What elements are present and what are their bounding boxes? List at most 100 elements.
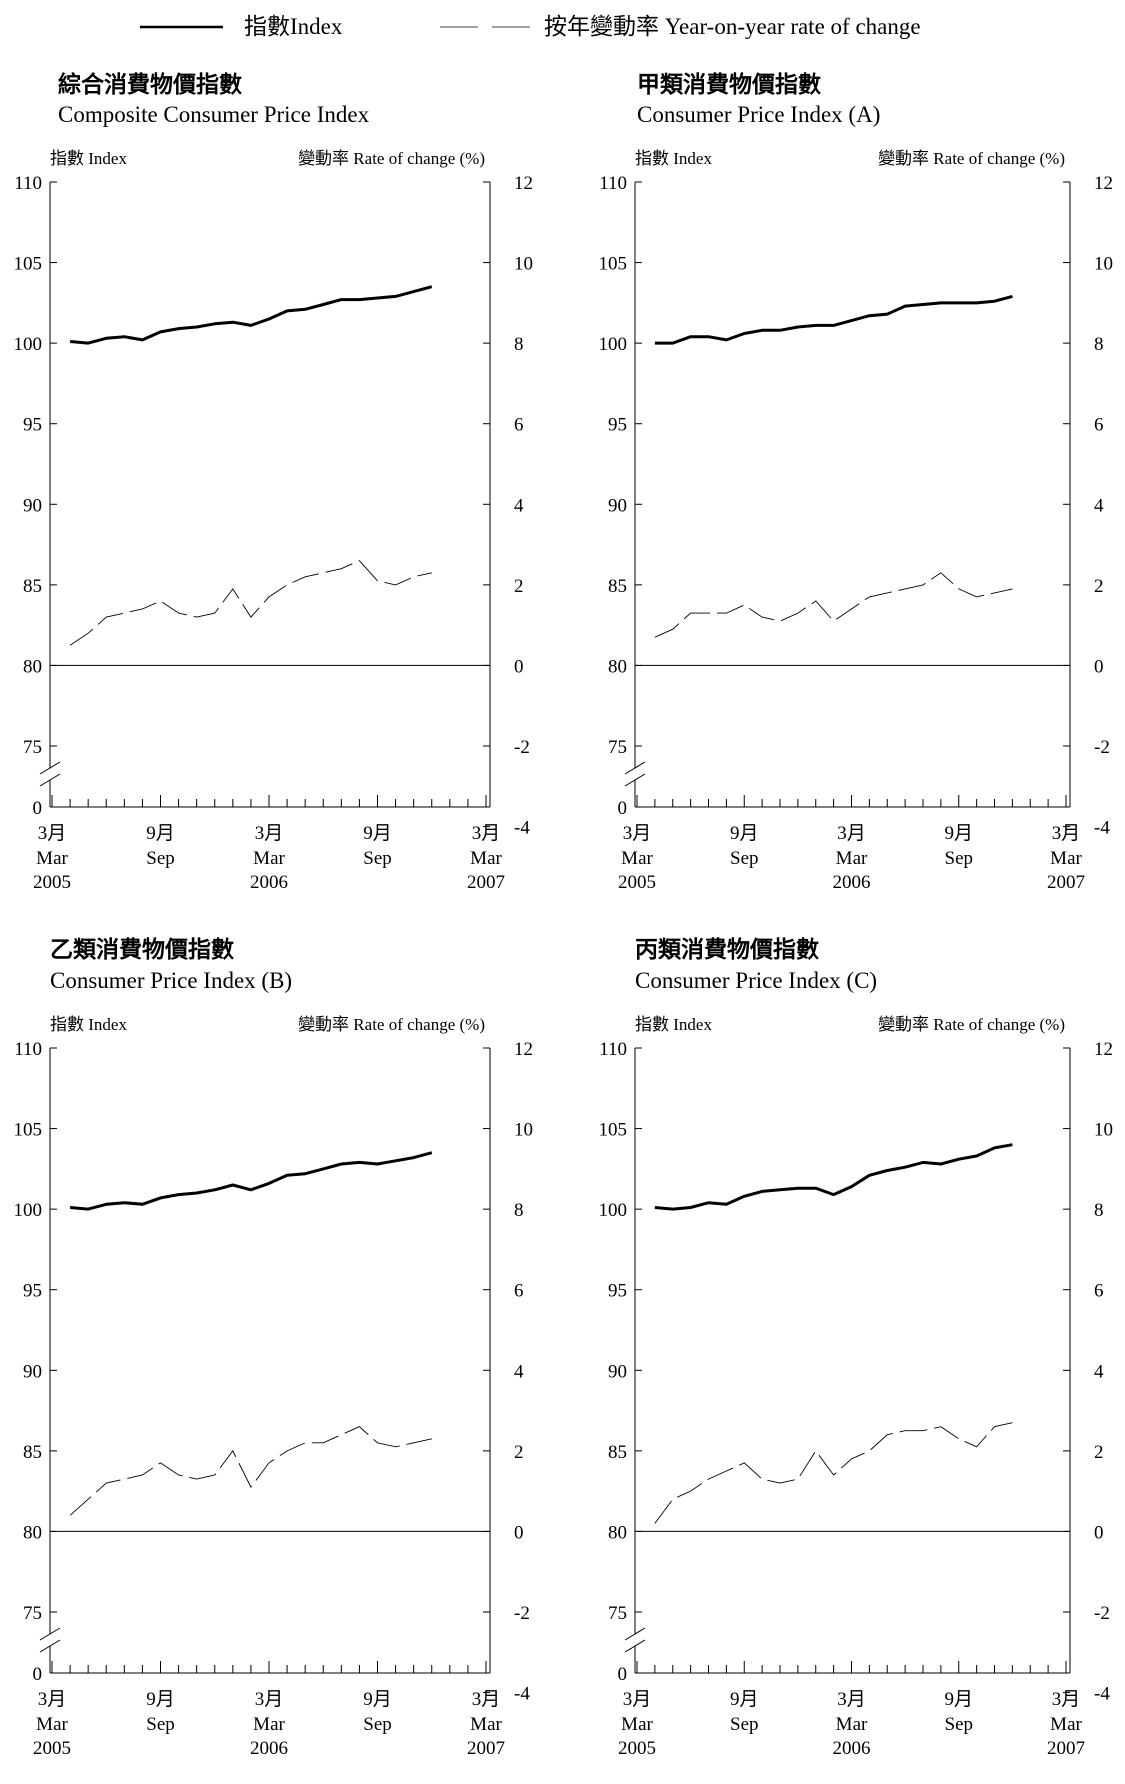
- x-tick-label-year: 2005: [618, 1738, 656, 1759]
- x-tick-label-zh: 3月: [837, 1689, 866, 1710]
- left-tick-label: 100: [14, 334, 43, 355]
- right-tick-label: 2: [514, 576, 524, 597]
- right-axis-header: 變動率 Rate of change (%): [298, 149, 485, 168]
- left-tick-label: 90: [608, 1361, 627, 1382]
- left-tick-label: 85: [23, 576, 42, 597]
- x-tick-label-year: 2006: [833, 872, 871, 893]
- x-tick-label-year: 2006: [250, 1738, 288, 1759]
- left-tick-label: 95: [608, 1281, 627, 1302]
- x-tick-label-zh: 3月: [837, 823, 866, 844]
- left-tick-label: 90: [23, 495, 42, 516]
- x-tick-label-en: Mar: [621, 848, 653, 869]
- x-tick-label-zh: 3月: [38, 1689, 67, 1710]
- x-tick-label-zh: 9月: [363, 823, 392, 844]
- right-tick-label: 2: [1094, 1442, 1104, 1463]
- x-tick-label-zh: 9月: [146, 823, 175, 844]
- left-tick-label: 110: [599, 173, 627, 194]
- right-tick-label: -4: [514, 1684, 530, 1705]
- chart-subtitle: Composite Consumer Price Index: [58, 102, 370, 127]
- right-tick-label: 12: [1094, 173, 1113, 194]
- x-tick-label-year: 2007: [467, 1738, 505, 1759]
- x-tick-label-en: Sep: [730, 1714, 759, 1735]
- x-tick-label-en: Sep: [730, 848, 759, 869]
- x-tick-label-en: Mar: [253, 848, 285, 869]
- right-tick-label: 0: [1094, 656, 1104, 677]
- right-tick-label: 0: [514, 656, 524, 677]
- left-tick-label: 95: [608, 415, 627, 436]
- left-tick-label: 0: [618, 798, 628, 819]
- chart-panel-3: 乙類消費物價指數 Consumer Price Index (B) 指數 Index…: [14, 936, 534, 1759]
- left-tick-label: 80: [608, 656, 627, 677]
- right-tick-label: 12: [514, 1039, 533, 1060]
- right-tick-label: 8: [1094, 334, 1104, 355]
- x-tick-label-en: Sep: [146, 848, 175, 869]
- left-tick-label: 100: [14, 1200, 43, 1221]
- x-tick-label-zh: 9月: [730, 823, 759, 844]
- x-tick-label-en: Mar: [253, 1714, 285, 1735]
- right-tick-label: 6: [1094, 415, 1104, 436]
- left-tick-label: 75: [608, 1603, 627, 1624]
- right-tick-label: 2: [514, 1442, 524, 1463]
- x-tick-label-en: Mar: [470, 848, 502, 869]
- x-tick-label-en: Mar: [1050, 1714, 1082, 1735]
- x-tick-label-zh: 3月: [472, 1689, 501, 1710]
- right-tick-label: 4: [514, 1361, 524, 1382]
- left-tick-label: 0: [618, 1664, 628, 1685]
- left-tick-label: 105: [599, 254, 628, 275]
- left-tick-label: 75: [23, 737, 42, 758]
- x-tick-label-year: 2006: [833, 1738, 871, 1759]
- right-tick-label: 10: [514, 1120, 533, 1141]
- left-tick-label: 80: [23, 1522, 42, 1543]
- axis-break-mark: [624, 773, 646, 787]
- left-tick-label: 90: [23, 1361, 42, 1382]
- left-tick-label: 105: [599, 1120, 628, 1141]
- x-tick-label-en: Sep: [363, 848, 392, 869]
- left-tick-label: 0: [33, 798, 43, 819]
- left-axis-header: 指數 Index: [635, 1015, 712, 1034]
- x-tick-label-zh: 3月: [255, 823, 284, 844]
- left-tick-label: 90: [608, 495, 627, 516]
- x-tick-label-zh: 9月: [363, 1689, 392, 1710]
- left-tick-label: 95: [23, 1281, 42, 1302]
- x-tick-label-zh: 9月: [146, 1689, 175, 1710]
- right-tick-label: 4: [1094, 495, 1104, 516]
- chart-panel-4: 丙類消費物價指數 Consumer Price Index (C) 指數 Index…: [599, 936, 1114, 1759]
- left-tick-label: 100: [599, 1200, 628, 1221]
- right-tick-label: -2: [514, 1603, 530, 1624]
- chart-title: 乙類消費物價指數: [50, 936, 234, 962]
- axis-break-mark: [39, 1627, 61, 1641]
- x-tick-label-en: Mar: [36, 848, 68, 869]
- left-tick-label: 80: [608, 1522, 627, 1543]
- right-tick-label: -4: [514, 818, 530, 839]
- left-tick-label: 105: [14, 254, 43, 275]
- right-tick-label: 10: [1094, 1120, 1113, 1141]
- x-tick-label-en: Mar: [836, 1714, 868, 1735]
- legend: 指數Index 按年變動率 Year-on-year rate of chang…: [140, 14, 921, 39]
- chart-subtitle: Consumer Price Index (A): [637, 102, 880, 127]
- x-tick-label-en: Mar: [836, 848, 868, 869]
- right-tick-label: 0: [1094, 1522, 1104, 1543]
- x-tick-label-year: 2007: [1047, 872, 1085, 893]
- chart-title: 丙類消費物價指數: [635, 936, 819, 962]
- right-tick-label: 6: [514, 415, 524, 436]
- left-tick-label: 0: [33, 1664, 43, 1685]
- left-tick-label: 85: [23, 1442, 42, 1463]
- x-tick-label-zh: 9月: [944, 823, 973, 844]
- yoy-series-line: [654, 1422, 1013, 1524]
- right-tick-label: -2: [1094, 1603, 1110, 1624]
- index-series-line: [654, 294, 1013, 345]
- index-series-line: [69, 1151, 433, 1211]
- legend-yoy-label: 按年變動率 Year-on-year rate of change: [544, 14, 921, 39]
- x-tick-label-en: Sep: [146, 1714, 175, 1735]
- x-tick-label-year: 2005: [33, 872, 71, 893]
- left-tick-label: 80: [23, 656, 42, 677]
- x-tick-label-en: Sep: [945, 848, 974, 869]
- left-axis-header: 指數 Index: [50, 1015, 127, 1034]
- axis-break-mark: [39, 1639, 61, 1653]
- right-tick-label: 8: [1094, 1200, 1104, 1221]
- right-tick-label: 4: [514, 495, 524, 516]
- right-tick-label: 10: [514, 254, 533, 275]
- right-tick-label: -2: [514, 737, 530, 758]
- right-axis-header: 變動率 Rate of change (%): [878, 149, 1065, 168]
- left-tick-label: 75: [23, 1603, 42, 1624]
